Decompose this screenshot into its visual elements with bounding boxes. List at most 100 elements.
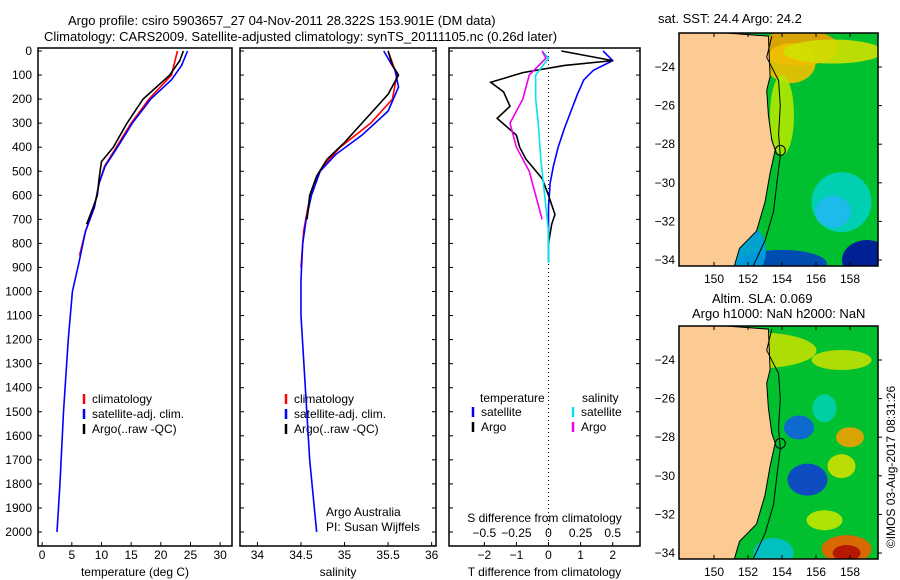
y-tick-label: 600 xyxy=(12,188,32,202)
x-tick-label: 36 xyxy=(425,548,439,562)
lon-tick-label: 158 xyxy=(840,565,860,579)
series-line-climatology xyxy=(300,50,398,268)
legend-temperature-heading: temperature xyxy=(480,391,545,405)
legend-item-label: satellite xyxy=(581,405,622,419)
x-tick-label: 34 xyxy=(251,548,265,562)
x-tick-label: 15 xyxy=(124,548,138,562)
legend-item-label: Argo(..raw -QC) xyxy=(92,422,177,436)
lat-tick-label: −24 xyxy=(655,353,676,367)
legend-item-label: climatology xyxy=(92,392,152,406)
ocean-color-patch xyxy=(832,545,861,559)
sla-map-title-line2: Argo h1000: NaN h2000: NaN xyxy=(692,306,866,321)
annotation-argo-australia: Argo Australia xyxy=(326,505,401,519)
annotation-pi: PI: Susan Wijffels xyxy=(326,520,420,534)
x-tick-label: 35.5 xyxy=(376,548,400,562)
lat-tick-label: −26 xyxy=(655,99,676,113)
x-tick-label: 10 xyxy=(95,548,109,562)
legend-item-label: satellite-adj. clim. xyxy=(92,407,184,421)
s-diff-tick-label: 0.25 xyxy=(569,526,593,540)
x-tick-label: −1 xyxy=(510,548,524,562)
argo-position-marker xyxy=(774,437,786,449)
y-tick-label: 1800 xyxy=(5,477,32,491)
y-tick-label: 0 xyxy=(25,44,32,58)
lon-tick-label: 150 xyxy=(704,565,724,579)
sst-map xyxy=(678,32,882,267)
figure-title-line1: Argo profile: csiro 5903657_27 04-Nov-20… xyxy=(68,13,496,28)
lon-tick-label: 154 xyxy=(772,272,792,286)
y-tick-label: 500 xyxy=(12,164,32,178)
series-line-argo-raw-qc- xyxy=(85,50,185,225)
lat-tick-label: −32 xyxy=(655,214,676,228)
land-polygon xyxy=(679,33,776,266)
y-tick-label: 1000 xyxy=(5,285,32,299)
sst-map-title: sat. SST: 24.4 Argo: 24.2 xyxy=(658,11,802,26)
legend-salinity-heading: salinity xyxy=(582,391,619,405)
lon-tick-label: 152 xyxy=(738,272,758,286)
map-frame xyxy=(678,325,879,560)
sla-map-title-line1: Altim. SLA: 0.069 xyxy=(712,291,813,306)
ocean-color-patch xyxy=(784,415,814,440)
legend-item-label: Argo xyxy=(581,420,607,434)
series-line-s-argo xyxy=(509,50,547,220)
plot-frame-salinity xyxy=(239,47,437,547)
lat-tick-label: −34 xyxy=(655,253,676,267)
series-line-t-argo xyxy=(488,50,613,244)
x-tick-label: 5 xyxy=(68,548,75,562)
legend-item-label: satellite xyxy=(481,405,522,419)
x-tick-label: 2 xyxy=(609,548,616,562)
lat-tick-label: −28 xyxy=(655,430,676,444)
y-tick-label: 1200 xyxy=(5,333,32,347)
land-polygon xyxy=(679,326,776,559)
lon-tick-label: 154 xyxy=(772,565,792,579)
ocean-color-patch xyxy=(842,240,878,266)
y-tick-label: 1600 xyxy=(5,429,32,443)
ocean-color-patch xyxy=(753,538,794,559)
legend-item-label: Argo(..raw -QC) xyxy=(294,422,379,436)
ocean-color-patch xyxy=(787,463,828,496)
x-tick-label: 30 xyxy=(213,548,227,562)
lon-tick-label: 150 xyxy=(704,272,724,286)
lat-tick-label: −30 xyxy=(655,469,676,483)
ocean-color-patch xyxy=(827,454,856,479)
s-diff-tick-label: 0.5 xyxy=(604,526,621,540)
x-tick-label: 35 xyxy=(338,548,352,562)
legend-item-label: climatology xyxy=(294,392,354,406)
x-axis-label: temperature (deg C) xyxy=(81,565,189,579)
s-diff-tick-label: 0 xyxy=(545,526,552,540)
y-tick-label: 400 xyxy=(12,140,32,154)
sla-map xyxy=(678,325,882,560)
y-tick-label: 700 xyxy=(12,212,32,226)
x-tick-label: 25 xyxy=(184,548,198,562)
plot-frame-temperature xyxy=(37,47,233,547)
y-tick-label: 2000 xyxy=(5,525,32,539)
x-tick-label: 0 xyxy=(39,548,46,562)
figure-title-line2: Climatology: CARS2009. Satellite-adjuste… xyxy=(44,29,558,44)
lat-tick-label: −32 xyxy=(655,507,676,521)
sla-map-field xyxy=(679,326,878,559)
x-tick-label: −2 xyxy=(477,548,491,562)
ocean-color-patch xyxy=(815,195,851,228)
ocean-color-patch xyxy=(783,39,878,64)
y-tick-label: 200 xyxy=(12,92,32,106)
sst-map-field xyxy=(679,33,878,266)
lat-tick-label: −34 xyxy=(655,546,676,560)
ocean-color-patch xyxy=(836,427,864,448)
series-line-satellite-adj-clim- xyxy=(56,50,189,533)
x-tick-label: 1 xyxy=(577,548,584,562)
y-tick-label: 100 xyxy=(12,68,32,82)
y-tick-label: 1900 xyxy=(5,501,32,515)
x-tick-label: 0 xyxy=(545,548,552,562)
lat-tick-label: −30 xyxy=(655,176,676,190)
series-line-satellite-adj-clim- xyxy=(300,50,400,533)
series-line-s-satellite xyxy=(534,50,550,263)
x-axis-label: T difference from climatology xyxy=(468,565,622,579)
y-tick-label: 1700 xyxy=(5,453,32,467)
y-tick-label: 300 xyxy=(12,116,32,130)
y-tick-label: 900 xyxy=(12,260,32,274)
series-line-argo-raw-qc- xyxy=(306,50,400,220)
s-diff-tick-label: −0.5 xyxy=(472,526,496,540)
y-tick-label: 1400 xyxy=(5,381,32,395)
lat-tick-label: −28 xyxy=(655,137,676,151)
y-tick-label: 1300 xyxy=(5,357,32,371)
